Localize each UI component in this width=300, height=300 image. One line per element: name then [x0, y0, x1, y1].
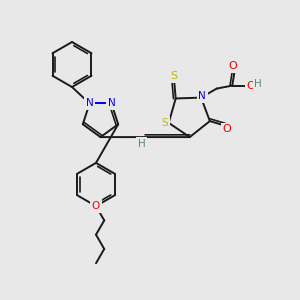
- Text: O: O: [222, 124, 231, 134]
- Text: S: S: [171, 71, 178, 81]
- Text: O: O: [92, 201, 100, 211]
- Text: N: N: [198, 92, 206, 101]
- Text: N: N: [86, 98, 93, 109]
- Text: H: H: [254, 79, 262, 89]
- Text: N: N: [108, 98, 116, 108]
- Text: O: O: [246, 81, 255, 91]
- Text: O: O: [229, 61, 238, 71]
- Text: H: H: [138, 139, 146, 149]
- Text: S: S: [162, 118, 168, 128]
